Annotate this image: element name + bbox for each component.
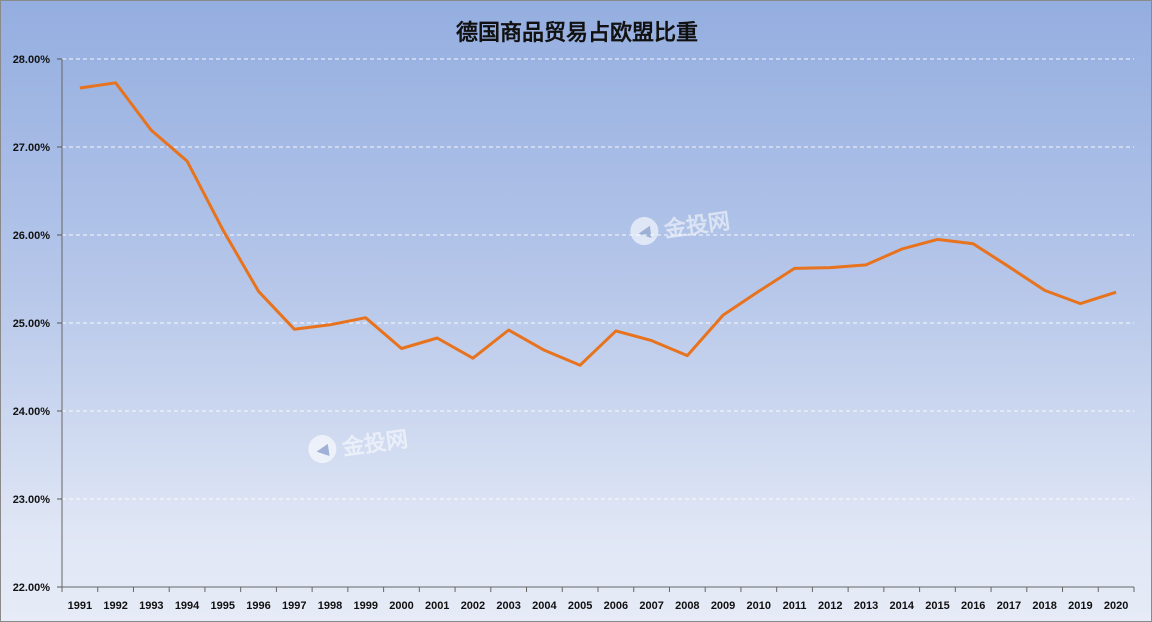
y-tick-label: 27.00% <box>13 142 51 154</box>
x-tick-label: 1992 <box>103 600 127 612</box>
x-tick-label: 2003 <box>496 600 520 612</box>
x-tick-label: 2020 <box>1104 600 1128 612</box>
x-tick-label: 2016 <box>961 600 985 612</box>
y-tick-label: 28.00% <box>13 54 51 66</box>
x-tick-label: 2002 <box>461 600 485 612</box>
x-tick-label: 1991 <box>68 600 92 612</box>
x-tick-label: 2017 <box>997 600 1021 612</box>
x-tick-label: 2014 <box>889 600 914 612</box>
x-tick-label: 2000 <box>389 600 413 612</box>
x-tick-label: 2006 <box>604 600 628 612</box>
x-tick-label: 1994 <box>175 600 200 612</box>
x-tick-label: 2013 <box>854 600 878 612</box>
y-tick-label: 25.00% <box>13 318 51 330</box>
chart-title: 德国商品贸易占欧盟比重 <box>455 20 698 46</box>
x-tick-label: 2015 <box>925 600 949 612</box>
x-tick-label: 1995 <box>211 600 235 612</box>
y-tick-label: 24.00% <box>13 406 51 418</box>
x-tick-label: 1993 <box>139 600 163 612</box>
x-tick-label: 1996 <box>246 600 270 612</box>
x-tick-label: 2004 <box>532 600 557 612</box>
y-tick-label: 23.00% <box>13 494 51 506</box>
y-tick-label: 22.00% <box>13 582 51 594</box>
x-tick-label: 1999 <box>353 600 377 612</box>
x-tick-label: 2007 <box>639 600 663 612</box>
x-tick-label: 2008 <box>675 600 699 612</box>
x-tick-label: 2019 <box>1068 600 1092 612</box>
x-tick-label: 2011 <box>783 600 807 612</box>
x-tick-label: 1997 <box>282 600 306 612</box>
y-tick-label: 26.00% <box>13 230 51 242</box>
x-tick-label: 2005 <box>568 600 592 612</box>
x-tick-label: 1998 <box>318 600 342 612</box>
x-tick-label: 2009 <box>711 600 735 612</box>
x-tick-label: 2010 <box>747 600 771 612</box>
x-tick-label: 2012 <box>818 600 842 612</box>
x-tick-label: 2001 <box>425 600 449 612</box>
series-line <box>79 81 1117 367</box>
x-tick-label: 2018 <box>1032 600 1056 612</box>
